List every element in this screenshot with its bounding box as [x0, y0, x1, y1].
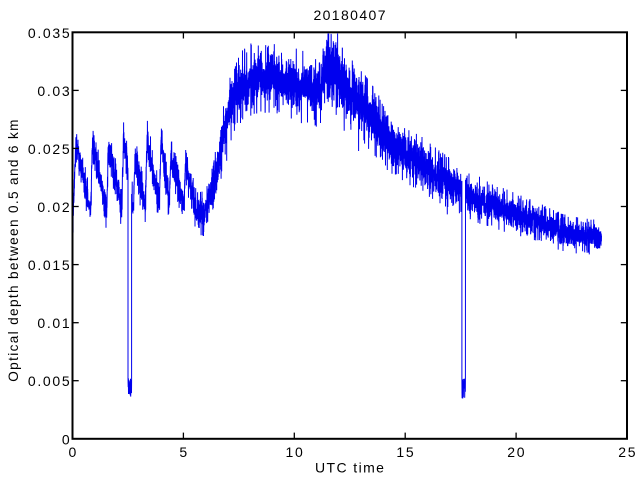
- svg-text:5: 5: [179, 444, 189, 460]
- svg-text:0.025: 0.025: [28, 141, 72, 157]
- svg-text:25: 25: [618, 444, 637, 460]
- svg-text:UTC time: UTC time: [315, 460, 385, 476]
- svg-text:10: 10: [286, 444, 305, 460]
- svg-text:20: 20: [507, 444, 526, 460]
- svg-text:0.01: 0.01: [37, 315, 71, 331]
- svg-text:0: 0: [62, 431, 72, 447]
- svg-text:0.035: 0.035: [28, 25, 72, 41]
- svg-text:15: 15: [396, 444, 415, 460]
- svg-text:0.03: 0.03: [37, 83, 71, 99]
- svg-text:Optical depth between 0.5 and: Optical depth between 0.5 and 6 km: [6, 118, 21, 382]
- svg-text:0.02: 0.02: [37, 199, 71, 215]
- svg-text:20180407: 20180407: [313, 7, 387, 23]
- svg-text:0.015: 0.015: [28, 257, 72, 273]
- svg-text:0.005: 0.005: [28, 373, 72, 389]
- svg-text:0: 0: [68, 444, 78, 460]
